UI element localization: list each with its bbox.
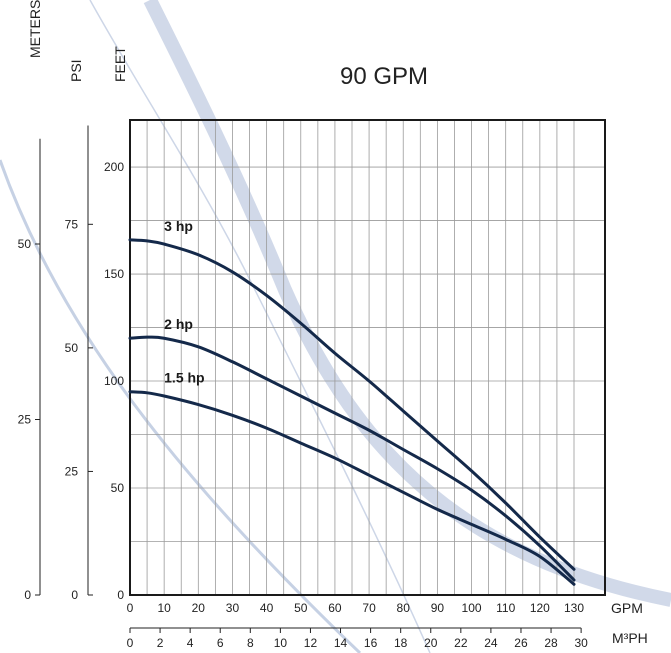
y-tick-label-meters: 50 [18,237,32,251]
x-tick-label-gpm: 10 [157,601,171,615]
chart-title: 90 GPM [340,63,428,90]
x-tick-label-m3ph: 20 [424,636,438,650]
x-tick-label-gpm: 40 [260,601,274,615]
x-tick-label-m3ph: 18 [394,636,408,650]
x-tick-label-gpm: 50 [294,601,308,615]
series-line-3hp [128,238,576,571]
y-tick-label-psi: 25 [65,464,79,478]
y-tick-label-feet: 150 [104,267,124,281]
x-tick-label-m3ph: 30 [574,636,588,650]
x-tick-label-gpm: 70 [362,601,376,615]
x-tick-label-m3ph: 10 [274,636,288,650]
y-tick-label-meters: 0 [24,588,31,602]
psi-axis-title: PSI [68,59,84,82]
x-tick-label-gpm: 100 [462,601,482,615]
y-tick-label-meters: 25 [18,413,32,427]
y-tick-label-feet: 200 [104,160,124,174]
x-tick-label-m3ph: 12 [304,636,318,650]
meters-axis-title: METERS [27,0,43,58]
gpm-unit-label: GPM [611,600,643,616]
plot-frame [129,119,606,596]
series-line-2hp [128,335,576,582]
x-tick-label-m3ph: 22 [454,636,468,650]
x-tick-label-gpm: 120 [530,601,550,615]
m3ph-unit-label: M³PH [612,630,648,646]
x-tick-label-gpm: 60 [328,601,342,615]
x-tick-label-m3ph: 14 [334,636,348,650]
y-tick-label-psi: 0 [71,588,78,602]
y-tick-label-feet: 50 [111,481,125,495]
series-label: 3 hp [164,218,193,234]
x-tick-label-m3ph: 8 [247,636,254,650]
x-tick-label-m3ph: 0 [127,636,134,650]
x-tick-label-gpm: 30 [226,601,240,615]
x-tick-label-gpm: 20 [192,601,206,615]
x-tick-label-m3ph: 16 [364,636,378,650]
x-tick-label-m3ph: 28 [544,636,558,650]
series-label: 2 hp [164,316,193,332]
y-tick-label-feet: 100 [104,374,124,388]
x-tick-label-gpm: 90 [431,601,445,615]
feet-axis-title: FEET [112,46,128,82]
y-tick-label-psi: 75 [65,217,79,231]
x-tick-label-m3ph: 4 [187,636,194,650]
grid-lines [130,120,605,595]
x-tick-label-m3ph: 6 [217,636,224,650]
y-tick-label-feet: 0 [117,588,124,602]
x-tick-label-m3ph: 26 [514,636,528,650]
x-tick-label-m3ph: 24 [484,636,498,650]
y-tick-label-psi: 50 [65,341,79,355]
x-tick-label-gpm: 80 [397,601,411,615]
x-tick-label-gpm: 130 [564,601,584,615]
series-group: 3 hp 2 hp 1.5 hp [128,218,576,586]
x-tick-label-gpm: 0 [127,601,134,615]
series-label: 1.5 hp [164,370,204,386]
x-tick-label-gpm: 110 [496,601,515,615]
x-tick-label-m3ph: 2 [157,636,164,650]
series-line-1-5hp [128,390,576,586]
